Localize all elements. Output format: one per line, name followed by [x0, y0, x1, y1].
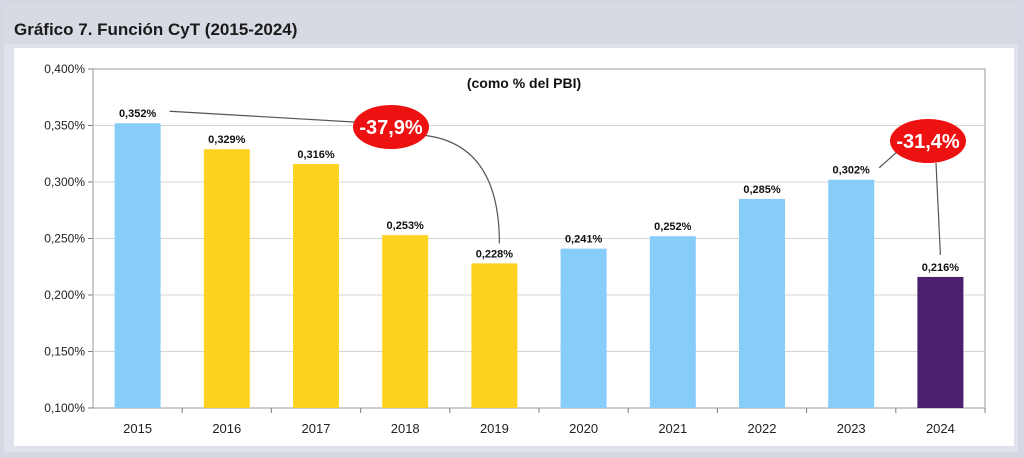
y-tick-label: 0,100%: [44, 401, 85, 415]
y-tick-label: 0,400%: [44, 62, 85, 76]
data-label-2016: 0,329%: [208, 134, 246, 146]
data-label-2018: 0,253%: [387, 220, 425, 232]
x-tick-label-2017: 2017: [302, 421, 331, 436]
bar-2022: [739, 198, 785, 408]
x-tick-label-2021: 2021: [658, 421, 687, 436]
bar-2018: [382, 235, 429, 408]
data-label-2020: 0,241%: [565, 234, 603, 246]
bar-2020: [560, 248, 607, 408]
data-label-2017: 0,316%: [297, 149, 335, 161]
data-label-2024: 0,216%: [922, 262, 960, 274]
y-tick-label: 0,250%: [44, 232, 85, 246]
annotation-connector: [878, 150, 899, 169]
annotation-label: -31,4%: [896, 131, 960, 153]
annotation-connector: [169, 110, 372, 124]
chart-title: Gráfico 7. Función CyT (2015-2024): [14, 20, 298, 39]
y-tick-label: 0,150%: [44, 345, 85, 359]
bar-2017: [293, 163, 339, 408]
annotation-badge: [890, 119, 966, 163]
data-label-2023: 0,302%: [833, 165, 871, 177]
x-tick-label-2018: 2018: [391, 421, 420, 436]
x-tick-label-2015: 2015: [123, 421, 152, 436]
data-label-2019: 0,228%: [476, 248, 514, 260]
data-label-2022: 0,285%: [743, 184, 781, 196]
x-tick-label-2019: 2019: [480, 421, 509, 436]
bar-2023: [828, 179, 875, 408]
annotation-label: -37,9%: [359, 117, 423, 139]
y-tick-label: 0,200%: [44, 288, 85, 302]
data-label-2021: 0,252%: [654, 221, 692, 233]
data-label-2015: 0,352%: [119, 108, 157, 120]
y-tick-label: 0,350%: [44, 119, 85, 133]
title-bar: [4, 4, 1018, 44]
bar-2024: [917, 276, 964, 408]
bar-2019: [471, 263, 518, 408]
bar-2015: [114, 123, 161, 409]
x-tick-label-2022: 2022: [748, 421, 777, 436]
y-tick-label: 0,300%: [44, 175, 85, 189]
annotation-connector: [935, 162, 941, 255]
x-tick-label-2023: 2023: [837, 421, 866, 436]
x-tick-label-2016: 2016: [212, 421, 241, 436]
annotation-badge: [353, 105, 429, 149]
bar-2021: [649, 236, 696, 408]
annotation-connector: [420, 134, 500, 244]
x-tick-label-2020: 2020: [569, 421, 598, 436]
x-tick-label-2024: 2024: [926, 421, 955, 436]
chart-subtitle: (como % del PBI): [467, 75, 581, 91]
bar-2016: [203, 149, 250, 409]
